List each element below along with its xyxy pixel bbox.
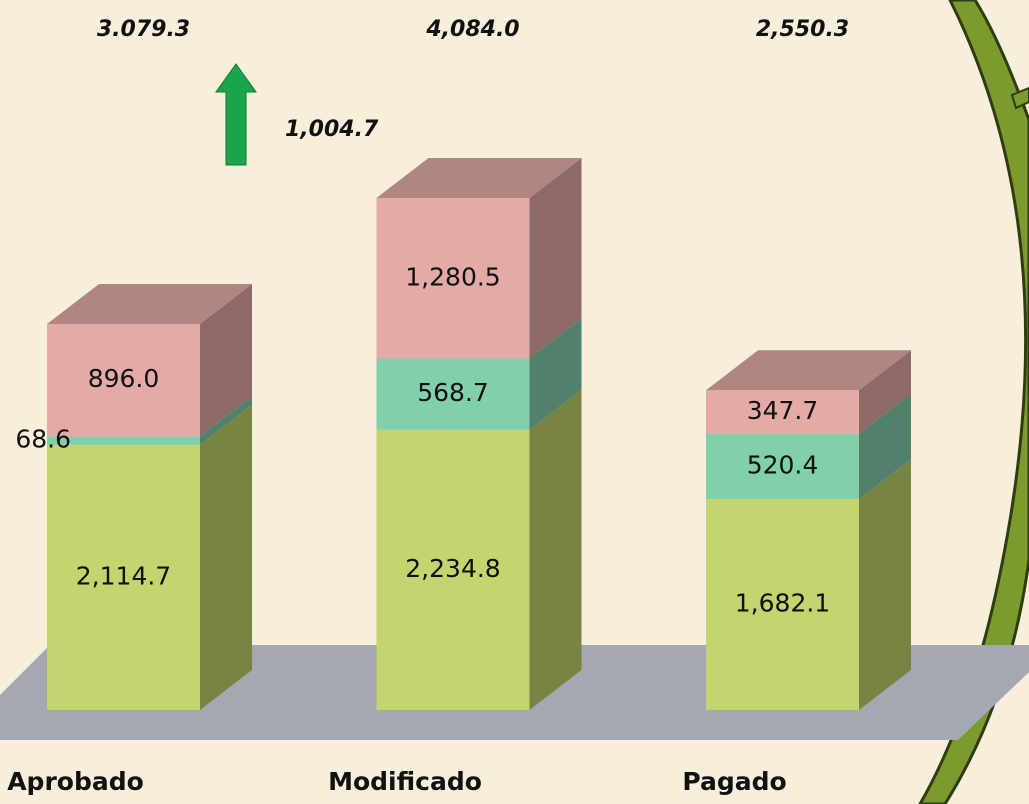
bar-side [530, 390, 582, 710]
value-label: 568.7 [417, 378, 489, 407]
value-label: 2,234.8 [405, 554, 500, 583]
value-label: 68.6 [15, 425, 71, 454]
value-label: 896.0 [88, 364, 160, 393]
chart: 1,004.7 2,114.7 68.6 896.0 3.079.3 Aprobado 2… [0, 0, 1029, 804]
category-label: Modificado [328, 767, 482, 796]
value-label: 1,280.5 [405, 262, 500, 291]
category-label: Pagado [682, 767, 786, 796]
value-label: 347.7 [747, 396, 819, 425]
value-label: 1,682.1 [735, 589, 830, 618]
total-label: 4,084.0 [425, 17, 519, 42]
increase-label: 1,004.7 [285, 117, 379, 142]
value-label: 2,114.7 [76, 561, 171, 590]
total-label: 3.079.3 [97, 17, 190, 42]
category-label: Aprobado [7, 767, 144, 796]
bar-side [200, 405, 252, 710]
value-label: 520.4 [747, 450, 819, 479]
bar-side [859, 459, 911, 710]
total-label: 2,550.3 [756, 17, 849, 42]
